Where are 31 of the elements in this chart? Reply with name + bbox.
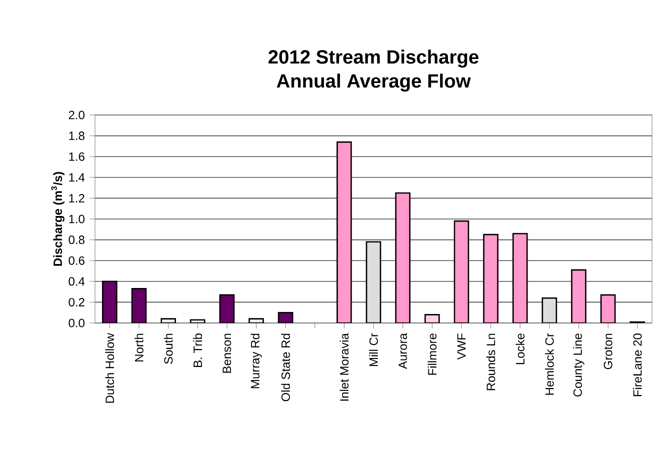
y-tick-label: 0.6 bbox=[68, 256, 84, 265]
y-tick-label: 0.2 bbox=[68, 298, 84, 306]
x-tick-label: Inlet Moravia bbox=[340, 333, 349, 401]
x-tick-label: Old State Rd bbox=[281, 334, 290, 402]
x-tick-label: Locke bbox=[516, 334, 524, 364]
y-tick-label: 1.0 bbox=[69, 214, 84, 224]
x-tick-label: Rounds Ln bbox=[486, 334, 496, 390]
y-tick-label: 1.4 bbox=[69, 173, 85, 182]
x-tick-label: Fillmore bbox=[428, 334, 437, 375]
y-tick-label: 0.0 bbox=[68, 318, 84, 328]
y-tick-label: 0.8 bbox=[68, 236, 84, 244]
x-tick-label: VWF bbox=[457, 334, 466, 360]
chart-title: 2012 Stream Discharge Annual Average Flow bbox=[268, 50, 478, 92]
x-tick-label: South bbox=[164, 334, 173, 364]
x-tick-label: FireLane 20 bbox=[632, 334, 642, 396]
y-tick-label: 1.8 bbox=[69, 132, 84, 140]
y-tick-label: 1.2 bbox=[69, 194, 84, 202]
x-tick-label: Aurora bbox=[398, 333, 408, 370]
x-tick-label: Groton bbox=[604, 334, 612, 370]
x-tick-label: Hemlock Cr bbox=[544, 333, 554, 395]
y-tick-label: 1.6 bbox=[69, 152, 84, 161]
y-tick-label: 0.4 bbox=[68, 277, 85, 286]
x-tick-label: County Line bbox=[573, 334, 584, 396]
x-tick-label: Mill Cr bbox=[369, 333, 378, 366]
x-tick-label: Benson bbox=[222, 334, 232, 373]
y-axis-title: Discharge (m$^{3}$/s) bbox=[51, 172, 64, 266]
x-tick-label: North bbox=[134, 334, 144, 362]
x-tick-label: Murray Rd bbox=[250, 334, 262, 388]
x-tick-label: B. Trib bbox=[193, 334, 202, 367]
x-tick-label: Dutch Hollow bbox=[105, 333, 114, 403]
y-tick-label: 2.0 bbox=[68, 110, 84, 120]
